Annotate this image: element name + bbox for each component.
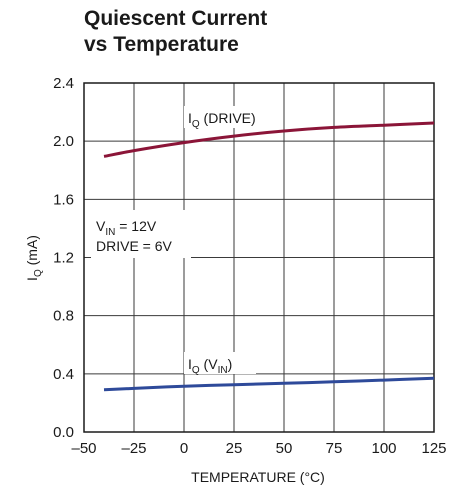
x-tick-label: 25 <box>226 440 243 457</box>
x-tick-label: 100 <box>371 440 396 457</box>
x-tick-label: 125 <box>421 440 446 457</box>
plot-frame <box>83 82 435 433</box>
x-tick-label: –50 <box>71 440 96 457</box>
y-axis-label: IQ (mA) <box>24 235 44 281</box>
x-tick-label: –25 <box>121 440 146 457</box>
x-tick-label: 0 <box>180 440 188 457</box>
y-tick-label: 2.4 <box>53 75 74 92</box>
annotation-drive: DRIVE = 6V <box>96 238 173 254</box>
series-lines <box>103 121 435 392</box>
chart-title: Quiescent Current vs Temperature <box>84 6 267 58</box>
y-tick-label: 0.0 <box>53 424 74 441</box>
series-line-vin <box>103 376 435 392</box>
y-tick-label: 1.6 <box>53 191 74 208</box>
y-tick-label: 1.2 <box>53 250 74 267</box>
annotation-vin: VIN = 12V <box>96 218 157 238</box>
y-tick-label: 0.4 <box>53 366 74 383</box>
series-line-drive <box>103 121 435 158</box>
series-label-drive-backdrop <box>184 106 270 128</box>
grid <box>83 82 435 433</box>
x-tick-label: 75 <box>326 440 343 457</box>
x-axis-label: TEMPERATURE (°C) <box>191 469 325 485</box>
series-label-drive: IQ (DRIVE) <box>188 110 256 130</box>
chart-title-line-2: vs Temperature <box>84 33 239 56</box>
conditions-backdrop <box>91 210 191 258</box>
y-tick-label: 0.8 <box>53 308 74 325</box>
y-tick-labels: 0.0 0.4 0.8 1.2 1.6 2.0 2.4 <box>53 75 74 441</box>
series-label-vin: IQ (VIN) <box>188 356 232 376</box>
x-tick-labels: –50 –25 0 25 50 75 100 125 <box>71 440 446 457</box>
x-tick-label: 50 <box>276 440 293 457</box>
chart-title-line-1: Quiescent Current <box>84 7 268 30</box>
series-label-vin-backdrop <box>184 352 256 374</box>
y-tick-label: 2.0 <box>53 133 74 150</box>
